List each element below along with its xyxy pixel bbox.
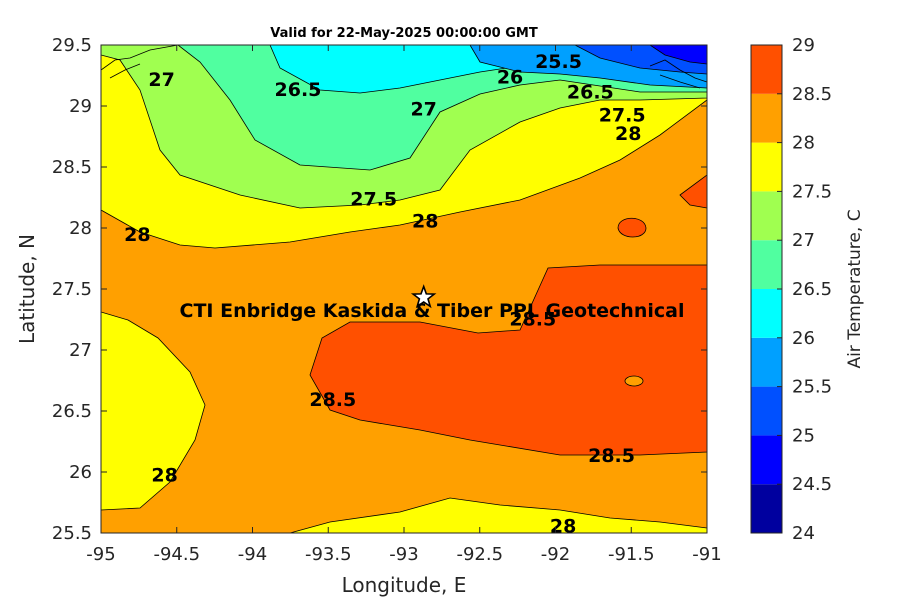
colorbar-tick-label: 27.5	[792, 181, 832, 202]
contour-label: 28.5	[309, 389, 356, 411]
colorbar-swatch	[751, 289, 782, 338]
contour-label: 27.5	[350, 189, 397, 211]
x-tick-label: -91.5	[608, 544, 655, 565]
colorbar-swatch	[751, 435, 782, 485]
x-tick-label: -91	[692, 544, 721, 565]
site-star-marker	[410, 284, 437, 309]
colorbar-tick-label: 27	[792, 230, 815, 251]
colorbar-swatch	[751, 337, 782, 387]
band-24.5-25	[649, 45, 707, 65]
colorbar-swatch	[751, 93, 782, 143]
colorbar-frame	[750, 44, 783, 534]
x-axis-label: Longitude, E	[342, 573, 467, 597]
colorbar-swatch	[751, 142, 782, 192]
colorbar: 24 24.5 25 25.5 26 26.5 27 27.5 28 28.5 29	[751, 35, 832, 544]
colorbar-tick-label: 29	[792, 35, 815, 56]
colorbar-swatch	[751, 45, 782, 94]
x-tick-label: -95	[86, 544, 115, 565]
contour-label: 26.5	[567, 81, 614, 103]
y-tick-label: 25.5	[52, 523, 92, 544]
band-28.5-29-blob-1	[617, 217, 647, 238]
contour-label: 27	[148, 69, 174, 91]
x-tick-label: -93	[389, 544, 418, 565]
x-tick-label: -94.5	[153, 544, 200, 565]
x-tick-label: -92	[541, 544, 570, 565]
x-axis: -95 -94.5 -94 -93.5 -93 -92.5 -92 -91.5 -91	[86, 45, 722, 565]
y-tick-label: 27	[69, 340, 92, 361]
y-axis-label: Latitude, N	[15, 234, 39, 344]
coastline	[101, 45, 707, 89]
band-28-28.5-island	[624, 375, 644, 387]
contour-label: 27.5	[599, 105, 646, 127]
y-tick-label: 29	[69, 96, 92, 117]
contour-label: 25.5	[535, 51, 582, 73]
band-27.5-28-southwest	[101, 311, 206, 511]
contour-label: 28.5	[588, 445, 635, 467]
colorbar-tick-label: 28	[792, 133, 815, 154]
band-27.5-28-south	[289, 497, 707, 533]
contour-label: 28	[124, 224, 150, 246]
y-tick-label: 26.5	[52, 401, 92, 422]
colorbar-swatch	[751, 386, 782, 436]
y-tick-label: 26	[69, 462, 92, 483]
y-tick-label: 29.5	[52, 35, 92, 56]
colorbar-tick-label: 24.5	[792, 474, 832, 495]
colorbar-tick-label: 26	[792, 328, 815, 349]
colorbar-swatch	[751, 484, 782, 533]
contour-label: 26.5	[275, 79, 322, 101]
chart-title: Valid for 22-May-2025 00:00:00 GMT	[270, 26, 538, 41]
y-tick-label: 28	[69, 218, 92, 239]
x-tick-label: -93.5	[305, 544, 352, 565]
contour-label: 28	[151, 464, 177, 486]
contour-label: 27	[410, 98, 436, 120]
site-layer: CTI Enbridge Kaskida & Tiber PPL Geotech…	[180, 284, 685, 322]
colorbar-swatch	[751, 191, 782, 241]
x-tick-label: -94	[238, 544, 267, 565]
colorbar-tick-label: 25.5	[792, 377, 832, 398]
colorbar-label: Air Temperature, C	[845, 209, 865, 368]
colorbar-tick-label: 26.5	[792, 279, 832, 300]
x-tick-label: -92.5	[456, 544, 503, 565]
contour-label: 28	[412, 211, 438, 233]
colorbar-swatch	[751, 240, 782, 289]
colorbar-tick-label: 28.5	[792, 84, 832, 105]
colorbar-tick-label: 24	[792, 523, 815, 544]
y-tick-label: 27.5	[52, 279, 92, 300]
contour-label: 26	[497, 67, 523, 89]
y-tick-label: 28.5	[52, 157, 92, 178]
colorbar-tick-label: 25	[792, 425, 815, 446]
band-28.5-29-central	[309, 264, 707, 456]
contour-label: 28.5	[509, 308, 556, 330]
band-28.5-29-blob-2	[679, 174, 707, 209]
contour-label: 28	[550, 516, 576, 538]
site-label: CTI Enbridge Kaskida & Tiber PPL Geotech…	[180, 300, 685, 322]
contour-label: 28	[615, 123, 641, 145]
plot-area	[101, 45, 707, 533]
